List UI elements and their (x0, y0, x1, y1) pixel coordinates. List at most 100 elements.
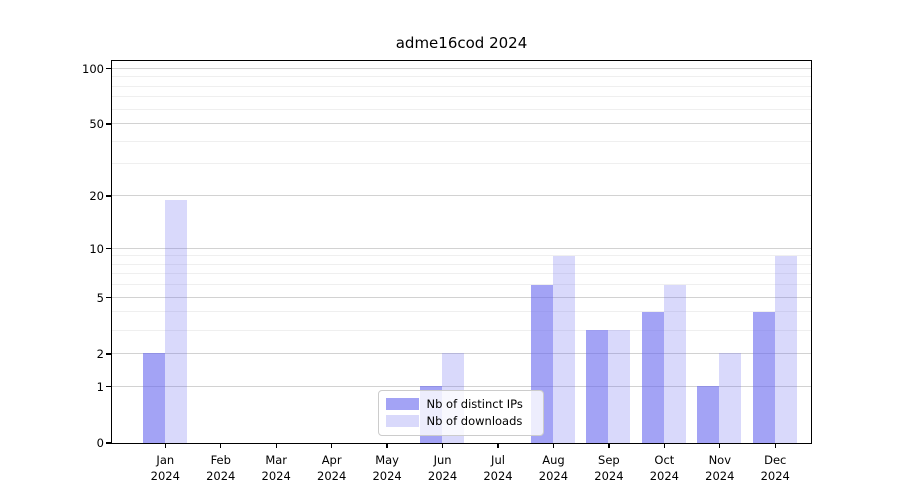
x-tick-year: 2024 (427, 468, 458, 483)
bar-distinct-ips-sep (586, 330, 609, 443)
x-tick-year: 2024 (594, 468, 624, 483)
bar-distinct-ips-jan (142, 353, 165, 443)
x-tick-mark (164, 444, 166, 448)
x-tick-mark (220, 444, 222, 448)
x-tick-month: Feb (210, 453, 231, 467)
x-tick-label: Aug 2024 (523, 453, 583, 484)
y-tick-mark (106, 247, 111, 250)
x-tick-mark (663, 444, 665, 448)
x-tick-month: Sep (598, 453, 620, 467)
bar-downloads-aug (552, 255, 575, 443)
x-tick-year: 2024 (206, 468, 236, 483)
gridline-minor (111, 108, 811, 110)
y-tick-mark (106, 195, 111, 197)
y-tick-mark (106, 68, 111, 70)
gridline-minor (111, 263, 811, 265)
y-tick-mark (106, 123, 111, 125)
gridline-minor (111, 273, 811, 275)
bar-downloads-dec (774, 255, 797, 443)
x-tick-label: Jan 2024 (135, 453, 195, 484)
x-tick-label: Jul 2024 (468, 453, 528, 484)
gridline-minor (111, 163, 811, 165)
legend-swatch-downloads (385, 415, 419, 427)
bar-distinct-ips-nov (697, 386, 720, 443)
gridline-major (111, 385, 811, 387)
legend-swatch-distinct-ips (385, 398, 419, 410)
gridline-minor (111, 329, 811, 331)
bar-downloads-nov (719, 353, 742, 443)
y-tick-label: 100 (82, 61, 104, 76)
x-tick-mark (386, 444, 388, 448)
x-tick-label: Jun 2024 (413, 453, 473, 484)
x-tick-month: Jan (156, 453, 175, 467)
bar-downloads-oct (663, 284, 686, 443)
y-tick-mark (106, 297, 111, 299)
plot-area: Nb of distinct IPs Nb of downloads (110, 59, 812, 444)
bar-downloads-jan (164, 199, 187, 443)
x-tick-mark (608, 444, 610, 448)
x-tick-label: Nov 2024 (690, 453, 750, 484)
x-tick-month: Aug (542, 453, 565, 467)
x-tick-mark (275, 444, 277, 448)
y-tick-label: 1 (96, 379, 104, 394)
y-tick-mark (106, 353, 111, 355)
legend-label: Nb of downloads (426, 414, 523, 428)
y-tick-label: 0 (96, 436, 104, 450)
gridline-major (111, 67, 811, 69)
legend: Nb of distinct IPs Nb of downloads (377, 389, 544, 436)
gridline-minor (111, 85, 811, 87)
x-tick-label: Mar 2024 (246, 453, 306, 484)
bar-distinct-ips-oct (641, 311, 664, 443)
x-tick-month: Oct (654, 453, 675, 467)
y-tick-mark (106, 386, 111, 388)
gridline-minor (111, 255, 811, 257)
x-tick-label: Feb 2024 (191, 453, 251, 484)
x-tick-label: May 2024 (357, 453, 417, 484)
x-tick-year: 2024 (483, 468, 513, 483)
gridline-minor (111, 140, 811, 142)
legend-row: Nb of distinct IPs (385, 397, 536, 411)
x-tick-month: Dec (764, 453, 787, 467)
gridline-major (111, 195, 811, 197)
x-tick-label: Sep 2024 (579, 453, 639, 484)
x-tick-label: Oct 2024 (634, 453, 694, 484)
gridline-major (111, 296, 811, 298)
x-tick-month: Jun (433, 453, 452, 467)
x-tick-month: Jul (491, 453, 505, 467)
legend-row: Nb of downloads (385, 414, 536, 428)
gridline-major (111, 352, 811, 354)
x-tick-label: Apr 2024 (302, 453, 362, 484)
y-tick-label: 10 (89, 241, 104, 256)
bar-downloads-sep (608, 330, 631, 443)
y-tick-label: 2 (96, 346, 104, 361)
y-tick-label: 5 (96, 290, 104, 305)
x-tick-year: 2024 (649, 468, 679, 483)
x-tick-label: Dec 2024 (745, 453, 805, 484)
gridline-minor (111, 284, 811, 286)
gridline-minor (111, 76, 811, 78)
x-tick-year: 2024 (150, 468, 180, 483)
x-tick-year: 2024 (317, 468, 347, 483)
chart-title: adme16cod 2024 (395, 34, 528, 52)
bar-distinct-ips-dec (752, 311, 775, 443)
x-tick-year: 2024 (261, 468, 291, 483)
x-tick-mark (774, 444, 776, 448)
gridline-major (111, 247, 811, 249)
y-tick-mark (106, 442, 111, 444)
x-tick-mark (331, 444, 333, 448)
x-tick-year: 2024 (372, 468, 402, 483)
gridline-minor (111, 96, 811, 98)
x-tick-mark (719, 444, 721, 448)
x-tick-month: May (375, 453, 399, 467)
x-tick-month: Apr (321, 453, 342, 467)
x-tick-year: 2024 (705, 468, 735, 483)
x-tick-year: 2024 (538, 468, 569, 483)
legend-label: Nb of distinct IPs (426, 397, 523, 411)
x-tick-year: 2024 (760, 468, 790, 483)
y-tick-label: 50 (89, 117, 104, 132)
x-tick-mark (552, 444, 555, 448)
x-tick-mark (497, 444, 499, 448)
x-tick-month: Nov (708, 453, 732, 467)
x-tick-mark (441, 444, 444, 448)
